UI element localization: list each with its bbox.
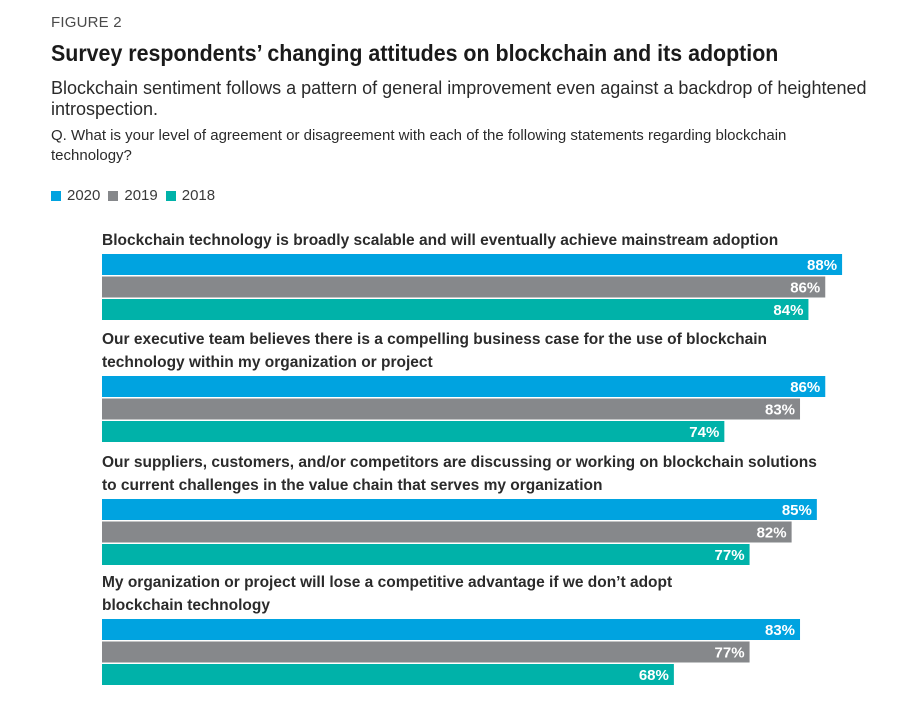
legend-item-2018: 2018 bbox=[165, 187, 216, 204]
data-label-2019: 83% bbox=[765, 402, 795, 419]
bar-2018 bbox=[102, 664, 674, 685]
data-label-2020: 85% bbox=[782, 502, 812, 519]
bar-2019 bbox=[102, 276, 826, 298]
legend-swatch-2019 bbox=[108, 190, 119, 201]
survey-question: Q. What is your level of agreement or di… bbox=[51, 127, 787, 164]
bar-2020 bbox=[102, 254, 843, 275]
bar-2018 bbox=[102, 299, 809, 320]
category-label: technology within my organization or pro… bbox=[102, 354, 433, 371]
category-label: Blockchain technology is broadly scalabl… bbox=[102, 232, 778, 249]
bar-2020 bbox=[102, 376, 826, 397]
legend-swatch-2020 bbox=[51, 190, 61, 201]
legend-label-2019: 2019 bbox=[124, 187, 158, 204]
chart-subtitle: Blockchain sentiment follows a pattern o… bbox=[51, 78, 867, 119]
bar-2018 bbox=[102, 421, 725, 442]
data-label-2020: 83% bbox=[765, 622, 795, 639]
data-label-2019: 82% bbox=[757, 525, 787, 542]
bar-2020 bbox=[102, 499, 817, 520]
legend-label-2020: 2020 bbox=[67, 187, 101, 204]
data-label-2018: 77% bbox=[715, 547, 745, 564]
category-label: to current challenges in the value chain… bbox=[102, 477, 602, 494]
legend-item-2020: 2020 bbox=[51, 187, 100, 204]
bar-2019 bbox=[102, 398, 801, 420]
bar-2019 bbox=[102, 641, 750, 663]
data-label-2018: 84% bbox=[773, 302, 803, 319]
data-label-2019: 86% bbox=[790, 280, 820, 297]
data-label-2018: 68% bbox=[639, 667, 669, 684]
legend-label-2018: 2018 bbox=[181, 187, 216, 204]
data-label-2018: 74% bbox=[689, 424, 719, 441]
data-label-2019: 77% bbox=[715, 645, 745, 662]
bar-2019 bbox=[102, 521, 792, 543]
legend-item-2019: 2019 bbox=[108, 187, 158, 204]
bar-2018 bbox=[102, 544, 750, 565]
category-label: Our executive team believes there is a c… bbox=[102, 331, 767, 348]
bar-2020 bbox=[102, 619, 801, 640]
data-label-2020: 88% bbox=[807, 257, 837, 274]
legend-swatch-2018 bbox=[165, 190, 176, 201]
data-label-2020: 86% bbox=[790, 379, 820, 396]
legend: 2020 2019 2018 bbox=[51, 187, 223, 204]
chart-title: Survey respondents’ changing attitudes o… bbox=[51, 40, 779, 66]
category-label: Our suppliers, customers, and/or competi… bbox=[102, 454, 817, 471]
figure-label: FIGURE 2 bbox=[51, 14, 122, 31]
category-label: blockchain technology bbox=[102, 597, 270, 614]
category-label: My organization or project will lose a c… bbox=[102, 574, 672, 591]
